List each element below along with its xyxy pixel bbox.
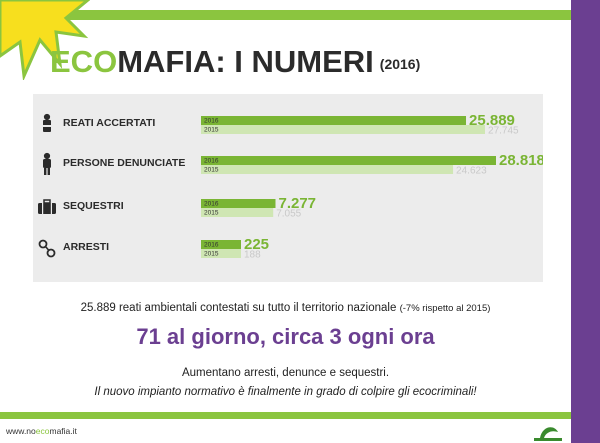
handcuffs-icon	[38, 239, 56, 258]
partner-logo-icon	[534, 427, 562, 441]
summary-line: Aumentano arresti, denunce e sequestri.	[181, 367, 390, 379]
handcuffed-person-icon	[42, 113, 52, 132]
sunburst-icon	[0, 0, 90, 80]
person-icon	[43, 152, 51, 175]
bar-2015	[201, 208, 274, 217]
page-title: ECOMAFIA: I NUMERI (2016)	[50, 44, 420, 80]
stat-line: 25.889 reati ambientali contestati su tu…	[0, 302, 571, 314]
data-label-2015: 7.055	[276, 209, 301, 220]
website-suffix: mafia.it	[49, 426, 77, 436]
headline: 71 al giorno, circa 3 ogni ora	[136, 324, 435, 349]
top-green-stripe	[58, 10, 571, 20]
website-mid: eco	[35, 426, 50, 436]
category-label: PERSONE DENUNCIATE	[63, 157, 185, 169]
data-label-2015: 188	[244, 250, 261, 261]
data-label-2015: 24.623	[456, 166, 487, 177]
closing-line: Il nuovo impianto normativo è finalmente…	[94, 386, 477, 398]
title-eco: ECO	[50, 44, 118, 79]
bar-year-label-2016: 2016	[204, 242, 219, 249]
bar-year-label-2016: 2016	[204, 118, 219, 125]
category-label: SEQUESTRI	[63, 200, 124, 212]
bar-2015	[201, 249, 241, 258]
purple-side-bar	[571, 0, 600, 443]
stat-main: 25.889 reati ambientali contestati su tu…	[80, 302, 397, 314]
bar-2016	[201, 116, 467, 125]
data-label-2016: 7.277	[278, 195, 316, 212]
bar-2016	[201, 199, 276, 208]
bar-2015	[201, 165, 454, 174]
bar-year-label-2015: 2015	[204, 167, 219, 174]
data-label-2016: 225	[244, 236, 269, 253]
bar-2015	[201, 125, 486, 134]
title-year: (2016)	[379, 56, 421, 72]
data-label-2016: 28.818	[499, 152, 543, 169]
bar-year-label-2015: 2015	[204, 210, 219, 217]
data-label-2016: 25.889	[469, 112, 515, 129]
bar-year-label-2015: 2015	[204, 251, 219, 258]
website-link[interactable]: www.noecomafia.it	[6, 426, 77, 436]
bar-year-label-2015: 2015	[204, 127, 219, 134]
category-label: REATI ACCERTATI	[63, 117, 155, 129]
bar-2016	[201, 156, 496, 165]
bar-2016	[201, 240, 241, 249]
category-label: ARRESTI	[63, 241, 109, 253]
website-prefix: www.no	[6, 426, 36, 436]
bar-year-label-2016: 2016	[204, 201, 219, 208]
stat-note: (-7% rispetto al 2015)	[399, 303, 491, 314]
title-rest: MAFIA: I NUMERI	[117, 44, 374, 79]
bottom-green-stripe	[0, 412, 571, 419]
briefcase-icon	[38, 199, 56, 214]
bar-year-label-2016: 2016	[204, 158, 219, 165]
data-label-2015: 27.745	[488, 126, 519, 137]
